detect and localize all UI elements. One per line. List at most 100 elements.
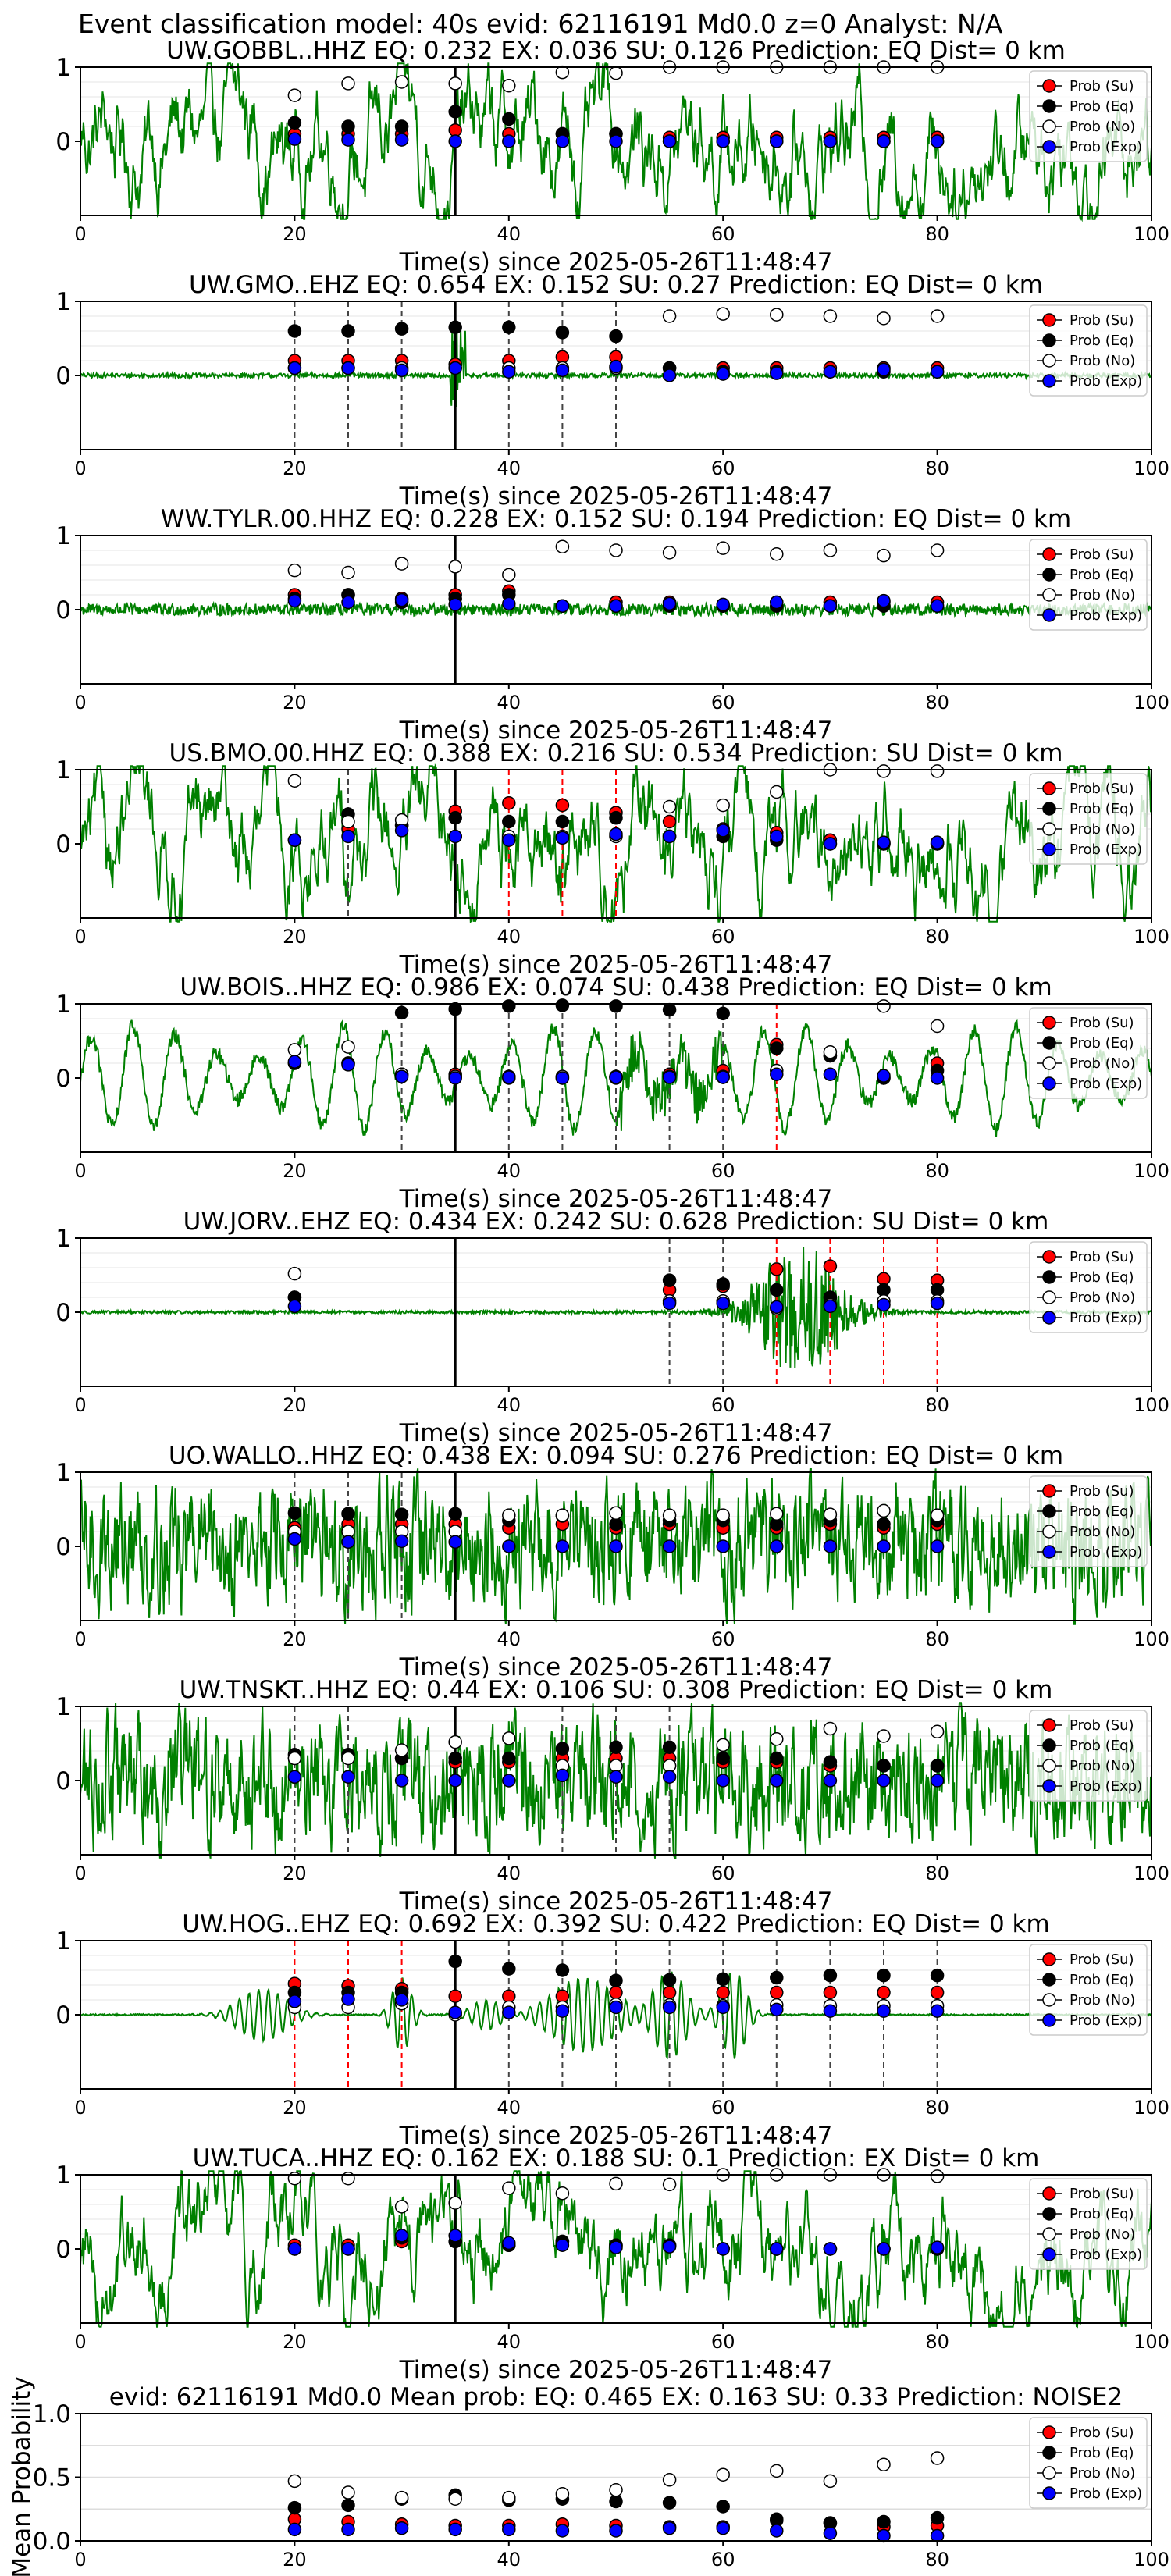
legend-label: Prob (Exp) [1070, 2485, 1142, 2502]
x-tick-label: 0 [74, 2331, 86, 2353]
prob-point-prob-eq [662, 1740, 677, 1754]
prob-point-prob-no [341, 814, 355, 829]
prob-point-prob-exp [823, 1539, 838, 1553]
legend-marker-prob-su [1042, 79, 1056, 93]
prob-point-prob-eq [448, 1751, 462, 1766]
legend-marker-prob-exp [1042, 140, 1056, 154]
x-tick-label: 40 [497, 2549, 521, 2571]
x-axis-label: Time(s) since 2025-05-26T11:48:47 [399, 1185, 833, 1213]
x-tick-label: 20 [283, 926, 307, 948]
x-tick-label: 20 [283, 1160, 307, 1182]
prob-point-prob-eq [448, 105, 462, 119]
prob-point-prob-exp [555, 2238, 570, 2252]
waveform-trace [80, 62, 1152, 222]
x-tick-label: 60 [711, 223, 735, 245]
legend-marker-prob-no [1042, 2227, 1056, 2241]
prob-point-prob-exp [662, 829, 677, 844]
prob-point-prob-no [930, 309, 945, 323]
prob-point-prob-no [287, 1043, 302, 1057]
x-tick-label: 80 [925, 2097, 949, 2119]
prob-point-prob-eq [555, 1963, 570, 1977]
legend-marker-prob-exp [1042, 2013, 1056, 2027]
prob-point-prob-exp [555, 1768, 570, 1783]
prob-point-prob-exp [609, 599, 623, 613]
prob-point-prob-no [502, 79, 516, 93]
y-tick-label: 1.0 [33, 2400, 71, 2428]
prob-point-prob-exp [716, 134, 730, 148]
prob-point-prob-no [609, 66, 623, 80]
prob-point-prob-eq [502, 320, 516, 334]
prob-point-prob-eq [448, 1507, 462, 1521]
x-tick-label: 40 [497, 457, 521, 479]
legend-box [1029, 773, 1148, 865]
prob-point-prob-exp [662, 2000, 677, 2015]
prob-point-prob-exp [448, 1071, 462, 1085]
legend-marker-prob-exp [1042, 2486, 1056, 2500]
x-tick-label: 100 [1134, 457, 1169, 479]
legend-label: Prob (Eq) [1070, 1269, 1134, 1286]
prob-point-prob-su [448, 1989, 462, 2003]
prob-point-prob-eq [716, 1277, 730, 1291]
prob-point-prob-exp [930, 2240, 945, 2254]
prob-point-prob-exp [877, 593, 891, 608]
prob-point-prob-exp [341, 2522, 355, 2537]
prob-point-prob-eq [716, 1006, 730, 1021]
x-tick-label: 80 [925, 2331, 949, 2353]
legend-marker-prob-eq [1042, 333, 1056, 347]
legend-marker-prob-no [1042, 588, 1056, 602]
x-axis-label: Time(s) since 2025-05-26T11:48:47 [399, 1653, 833, 1681]
prob-point-prob-exp [877, 835, 891, 849]
legend: Prob (Su) Prob (Eq) Prob (No) Prob (Exp) [1029, 1007, 1148, 1099]
panel-title: UW.GOBBL..HHZ EQ: 0.232 EX: 0.036 SU: 0.… [166, 37, 1066, 65]
prob-point-prob-no [877, 1503, 891, 1518]
prob-point-prob-exp [394, 824, 409, 838]
legend-label: Prob (Exp) [1070, 1076, 1142, 1092]
panel-title: evid: 62116191 Md0.0 Mean prob: EQ: 0.46… [109, 2383, 1123, 2411]
legend-marker-prob-eq [1042, 1270, 1056, 1284]
prob-point-prob-exp [609, 2000, 623, 2015]
prob-point-prob-exp [341, 1058, 355, 1072]
x-tick-label: 20 [283, 1628, 307, 1650]
legend-marker-prob-su [1042, 781, 1056, 795]
prob-point-prob-eq [823, 1755, 838, 1769]
prob-point-prob-eq [502, 814, 516, 829]
prob-point-prob-su [609, 1985, 623, 2000]
prob-point-prob-eq [823, 1968, 838, 1983]
y-tick-label: 1 [55, 54, 71, 82]
x-tick-label: 0 [74, 1628, 86, 1650]
x-tick-label: 20 [283, 2097, 307, 2119]
prob-point-prob-no [877, 1729, 891, 1743]
prob-point-prob-exp [930, 2004, 945, 2018]
prob-point-prob-no [770, 308, 784, 322]
prob-point-prob-exp [716, 1070, 730, 1084]
prob-point-prob-no [877, 2457, 891, 2471]
prob-point-prob-no [930, 1508, 945, 1522]
legend-marker-prob-eq [1042, 1504, 1056, 1518]
legend-box [1029, 1007, 1148, 1099]
prob-point-prob-exp [555, 831, 570, 845]
prob-point-prob-no [662, 1508, 677, 1522]
legend-label: Prob (Exp) [1070, 1544, 1142, 1560]
legend-marker-prob-no [1042, 1759, 1056, 1773]
waveform-trace [80, 2169, 1152, 2329]
prob-point-prob-su [823, 1985, 838, 2000]
legend-box [1029, 1944, 1148, 2036]
prob-point-prob-no [716, 2467, 730, 2482]
legend-label: Prob (Exp) [1070, 841, 1142, 858]
prob-point-prob-no [287, 1266, 302, 1281]
prob-point-prob-eq [341, 119, 355, 133]
x-tick-label: 100 [1134, 926, 1169, 948]
x-tick-label: 80 [925, 223, 949, 245]
legend-label: Prob (Su) [1070, 546, 1134, 563]
x-tick-label: 0 [74, 1863, 86, 1884]
prob-point-prob-exp [877, 1539, 891, 1553]
legend-marker-prob-eq [1042, 2446, 1056, 2460]
prob-point-prob-no [555, 2486, 570, 2501]
panel-evid: evid: 62116191 Md0.0 Mean prob: EQ: 0.46… [8, 2376, 1169, 2576]
prob-point-prob-no [394, 1743, 409, 1757]
legend: Prob (Su) Prob (Eq) Prob (No) Prob (Exp) [1029, 2178, 1148, 2270]
prob-point-prob-exp [770, 134, 784, 148]
x-tick-label: 60 [711, 457, 735, 479]
legend: Prob (Su) Prob (Eq) Prob (No) Prob (Exp) [1029, 2417, 1148, 2509]
x-tick-label: 60 [711, 1160, 735, 1182]
